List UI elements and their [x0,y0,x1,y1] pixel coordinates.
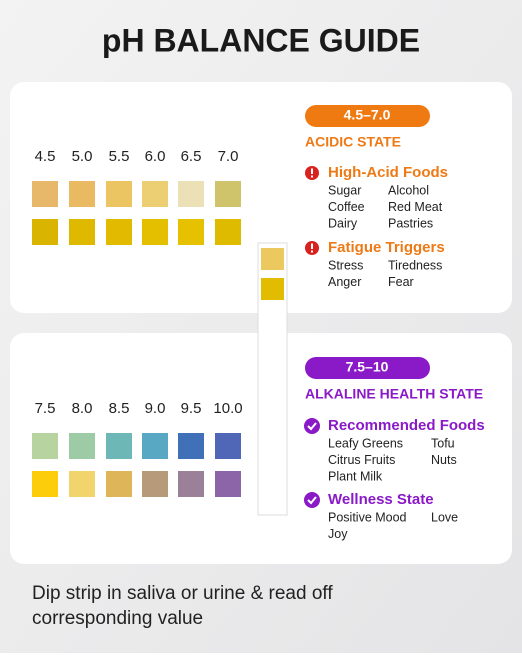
list-item: Positive Mood [328,510,407,524]
alert-mark [311,243,313,249]
scale-label: 6.0 [145,148,166,165]
list-item: Pastries [388,216,433,230]
list-item: Anger [328,275,361,289]
title: pH BALANCE GUIDE [102,22,420,58]
swatch [215,433,241,459]
list-item: Red Meat [388,200,443,214]
list-item: Fear [388,275,414,289]
group-title: Fatigue Triggers [328,239,445,256]
swatch [142,471,168,497]
swatch [69,471,95,497]
card [10,82,512,313]
range-pill [305,357,430,379]
list-item: Coffee [328,200,365,214]
swatch [69,219,95,245]
scale-label: 9.0 [145,400,166,417]
group-title: Recommended Foods [328,417,485,434]
swatch [142,219,168,245]
swatch [32,219,58,245]
range-pill [305,105,430,127]
check-icon [304,492,320,508]
strip-pad [261,278,284,300]
scale-label: 5.5 [109,148,130,165]
check-mark [307,496,317,505]
group-title: High-Acid Foods [328,164,448,181]
swatch [142,181,168,207]
swatch [69,181,95,207]
test-strip [257,242,288,516]
footer-line: Dip strip in saliva or urine & read off [32,583,333,604]
swatch [178,471,204,497]
swatch [106,433,132,459]
list-item: Alcohol [388,183,429,197]
state-heading: ALKALINE HEALTH STATE [305,386,483,402]
list-item: Sugar [328,183,361,197]
swatch [106,181,132,207]
swatch [178,181,204,207]
check-icon [304,418,320,434]
swatch [106,219,132,245]
scale-label: 8.5 [109,400,130,417]
list-item: Dairy [328,216,358,230]
swatch [106,471,132,497]
list-item: Stress [328,258,363,272]
swatch [215,181,241,207]
scale-label: 8.0 [72,400,93,417]
swatch [69,433,95,459]
swatch [32,433,58,459]
scale-label: 6.5 [181,148,202,165]
footer-line: corresponding value [32,608,203,629]
alert-mark [311,175,313,178]
swatch [178,219,204,245]
list-item: Leafy Greens [328,436,403,450]
list-item: Plant Milk [328,469,383,483]
alert-mark [311,168,313,174]
strip-pad [261,248,284,270]
scale-label: 7.0 [218,148,239,165]
swatch [215,219,241,245]
swatch [142,433,168,459]
list-item: Tiredness [388,258,442,272]
list-item: Tofu [431,436,455,450]
state-heading: ACIDIC STATE [305,134,401,150]
range-label: 7.5–10 [346,359,389,375]
swatch [178,433,204,459]
swatch [32,181,58,207]
scale-label: 4.5 [35,148,56,165]
range-label: 4.5–7.0 [344,107,391,123]
scale-label: 7.5 [35,400,56,417]
list-item: Joy [328,527,348,541]
list-item: Love [431,510,458,524]
list-item: Nuts [431,453,457,467]
alert-mark [311,250,313,253]
scale-label: 10.0 [213,400,242,417]
group-title: Wellness State [328,491,434,508]
check-mark [307,422,317,431]
scale-label: 5.0 [72,148,93,165]
swatch [32,471,58,497]
swatch [215,471,241,497]
list-item: Citrus Fruits [328,453,395,467]
scale-label: 9.5 [181,400,202,417]
